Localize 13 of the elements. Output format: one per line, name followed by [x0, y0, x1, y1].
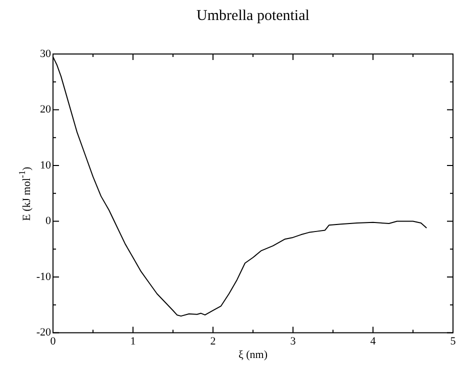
- y-tick-label: 10: [40, 159, 52, 172]
- y-tick-label: 20: [40, 104, 52, 116]
- y-tick-label: 0: [46, 215, 52, 228]
- y-tick-label: 30: [40, 48, 52, 60]
- x-tick-label: 5: [450, 335, 456, 348]
- x-tick-label: 4: [370, 335, 376, 348]
- x-axis-title: ξ (nm): [237, 349, 269, 361]
- chart-title: Umbrella potential: [196, 8, 310, 25]
- y-tick-label: -10: [36, 270, 52, 283]
- x-tick-label: 2: [210, 335, 216, 348]
- x-tick-label: 1: [130, 335, 136, 348]
- x-tick-label: 3: [290, 335, 296, 348]
- y-tick-label: -20: [36, 326, 52, 339]
